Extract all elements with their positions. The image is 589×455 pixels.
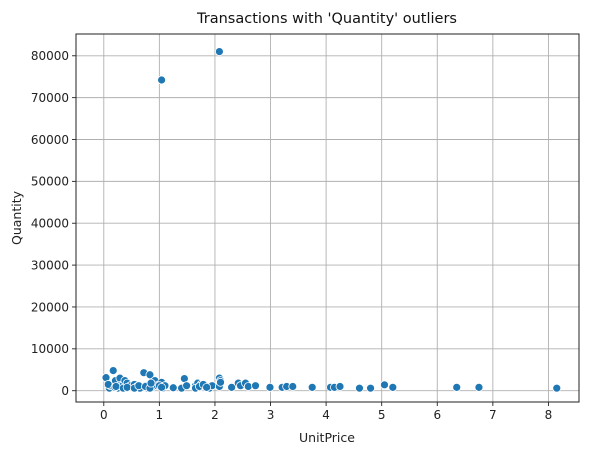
x-tick-label: 0 <box>100 408 108 422</box>
y-tick-label: 40000 <box>31 217 69 231</box>
grid <box>76 34 579 402</box>
x-tick-label: 7 <box>489 408 497 422</box>
data-point <box>146 378 156 388</box>
data-point <box>288 382 298 391</box>
data-point <box>355 383 364 393</box>
y-tick-label: 20000 <box>31 300 69 314</box>
x-tick-label: 8 <box>545 408 553 422</box>
x-tick-label: 4 <box>322 408 330 422</box>
data-point <box>145 370 155 380</box>
y-tick-label: 60000 <box>31 133 69 147</box>
y-tick-label: 10000 <box>31 342 69 356</box>
data-point <box>474 382 484 392</box>
x-tick-label: 6 <box>433 408 441 422</box>
y-axis: 0 10000 20000 30000 40000 50000 60000 70000 8000… <box>31 49 76 398</box>
data-point <box>122 382 132 392</box>
chart-title: Transactions with 'Quantity' outliers <box>196 11 457 27</box>
x-tick-label: 3 <box>267 408 275 422</box>
plot-frame <box>75 33 580 403</box>
data-point <box>157 75 166 85</box>
data-point <box>380 380 389 390</box>
y-tick-label: 30000 <box>31 258 69 272</box>
x-tick-label: 1 <box>156 408 164 422</box>
data-point <box>307 382 317 392</box>
data-point <box>111 382 121 391</box>
x-tick-label: 2 <box>211 408 219 422</box>
data-point <box>243 382 253 391</box>
y-tick-label: 50000 <box>31 175 69 189</box>
x-axis-label: UnitPrice <box>299 430 355 445</box>
data-point <box>168 383 178 393</box>
x-tick-label: 5 <box>378 408 386 422</box>
data-point <box>214 47 224 57</box>
data-point <box>108 366 118 376</box>
data-points <box>101 47 562 393</box>
data-point <box>157 382 166 392</box>
data-point <box>388 382 398 392</box>
data-point <box>227 382 237 392</box>
data-point <box>265 382 275 392</box>
data-point <box>452 382 462 392</box>
x-axis: 0 1 2 3 4 5 6 7 8 <box>100 402 552 422</box>
data-point <box>335 382 345 391</box>
data-point <box>182 381 192 391</box>
y-tick-label: 80000 <box>31 49 69 63</box>
data-point <box>202 382 212 392</box>
y-tick-label: 0 <box>61 384 69 398</box>
data-point <box>552 383 562 393</box>
y-tick-label: 70000 <box>31 91 69 105</box>
data-point <box>251 381 260 391</box>
data-point <box>366 383 375 393</box>
data-point <box>216 377 225 387</box>
y-axis-label: Quantity <box>9 190 24 245</box>
